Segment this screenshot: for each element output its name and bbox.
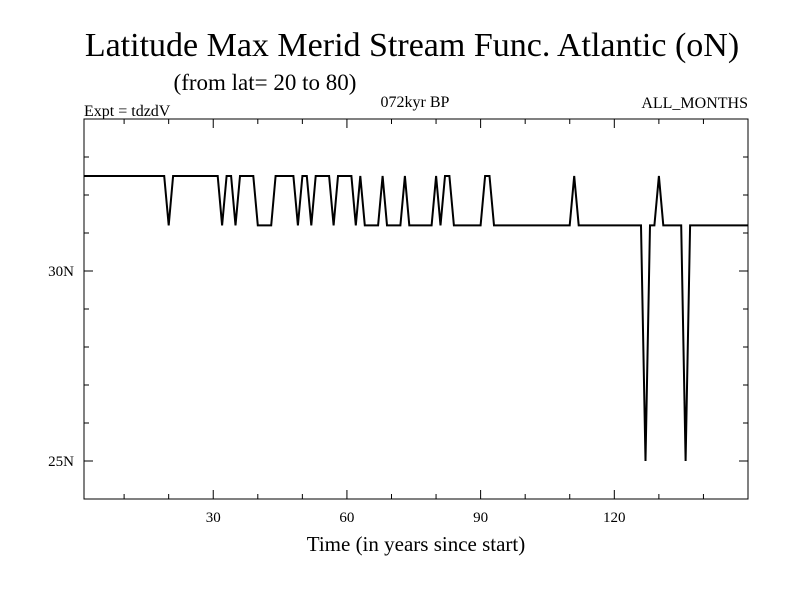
x-tick-label: 60 xyxy=(339,510,354,526)
series-layer xyxy=(84,175,748,462)
x-tick-label: 90 xyxy=(473,510,488,526)
period-label: 072kyr BP xyxy=(381,94,450,111)
x-axis-label: Time (in years since start) xyxy=(307,532,526,556)
axis-tick-labels: 30 60 90 120 25N 30N xyxy=(48,264,625,526)
y-tick-label: 30N xyxy=(48,264,74,280)
months-label: ALL_MONTHS xyxy=(641,95,748,112)
x-tick-label: 30 xyxy=(206,510,221,526)
series-line-latitude_max xyxy=(84,175,748,462)
x-tick-label: 120 xyxy=(603,510,626,526)
chart-subtitle: (from lat= 20 to 80) xyxy=(174,70,357,95)
axis-ticks xyxy=(84,118,749,500)
experiment-label: Expt = tdzdV xyxy=(84,103,171,120)
chart-title: Latitude Max Merid Stream Func. Atlantic… xyxy=(85,27,739,64)
y-tick-label: 25N xyxy=(48,454,74,470)
